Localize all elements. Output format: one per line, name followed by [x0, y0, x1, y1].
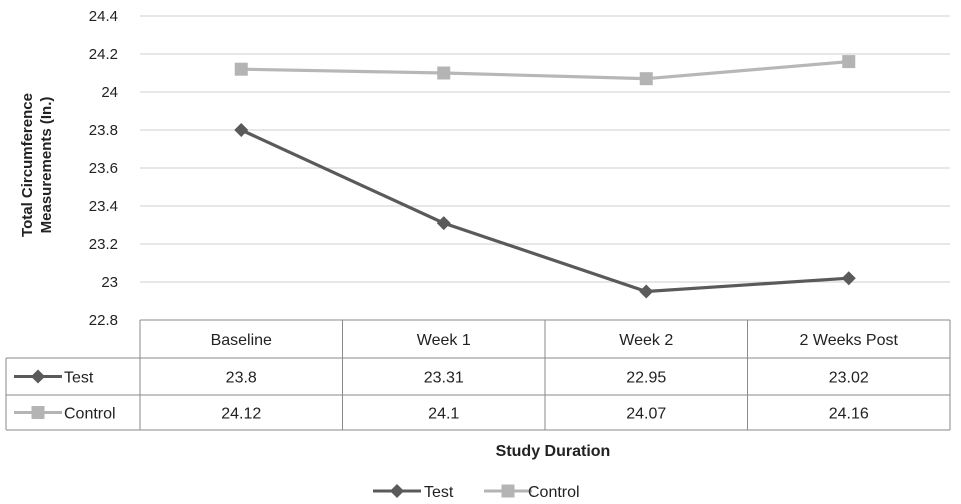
legend-marker-test: [390, 484, 404, 498]
data-point-test: [841, 271, 856, 286]
y-tick-label: 24.4: [89, 8, 118, 25]
legend: Test Control: [373, 484, 580, 501]
y-tick-label: 23.2: [89, 236, 118, 253]
series-line-test: [240, 128, 849, 294]
table-cell-test: 22.95: [626, 370, 666, 387]
data-point-control: [234, 62, 248, 76]
row-key-marker-control: [31, 406, 45, 419]
data-point-test: [639, 284, 654, 299]
y-tick-label: 24.2: [89, 46, 118, 63]
table-cell-test: 23.8: [226, 370, 257, 387]
data-point-control: [437, 66, 451, 80]
y-tick-label: 23.8: [89, 122, 118, 139]
y-tick-label: 23: [101, 274, 118, 291]
data-point-test: [234, 123, 249, 137]
x-axis-title: Study Duration: [496, 443, 611, 460]
table-cell-test: 23.31: [424, 370, 464, 387]
row-key-marker-test: [31, 369, 45, 384]
table-row-label-control: Control: [64, 406, 116, 423]
data-point-control: [639, 72, 653, 86]
y-tick-label: 23.4: [89, 198, 118, 215]
table-cell-test: 23.02: [829, 370, 869, 387]
y-axis-title-line-2: Measurements (In.): [38, 97, 55, 234]
legend-label-test: Test: [424, 484, 454, 501]
data-point-test: [436, 216, 451, 231]
legend-marker-control: [501, 484, 515, 498]
y-axis-title-line-1: Total Circumference: [19, 93, 36, 237]
y-tick-label: 22.8: [89, 312, 118, 329]
series-line-control: [241, 60, 849, 81]
y-tick-label: 24: [101, 84, 118, 101]
table-header-cell: Week 2: [619, 332, 673, 349]
y-axis-title: Total Circumference Measurements (In.): [19, 93, 55, 237]
table-cell-control: 24.12: [221, 406, 261, 423]
data-point-control: [842, 55, 856, 69]
table-row-label-test: Test: [64, 370, 94, 387]
table-header-cell: 2 Weeks Post: [800, 332, 899, 349]
table-cell-control: 24.16: [829, 406, 869, 423]
legend-label-control: Control: [528, 484, 580, 501]
table-cell-control: 24.07: [626, 406, 666, 423]
table-cell-control: 24.1: [428, 406, 459, 423]
table-header-cell: Baseline: [211, 332, 272, 349]
table-header-cell: Week 1: [417, 332, 471, 349]
y-tick-label: 23.6: [89, 160, 118, 177]
data-table: Baseline Week 1 Week 2 2 Weeks Post Test 23.8…: [5, 319, 951, 431]
